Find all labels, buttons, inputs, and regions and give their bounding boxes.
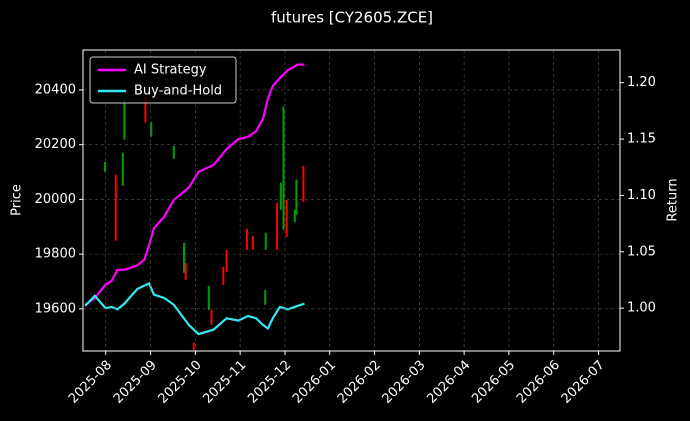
candle-body <box>192 342 195 350</box>
candle-body <box>282 106 285 230</box>
candle-body <box>114 174 117 241</box>
y2-tick-label: 1.00 <box>627 301 656 316</box>
line-series <box>84 63 305 306</box>
plot-frame <box>82 49 621 352</box>
y2-axis-label: Return <box>666 178 681 221</box>
candle-body <box>207 285 210 310</box>
y2-tick-label: 1.10 <box>627 188 656 203</box>
y-tick-label: 20000 <box>35 192 76 207</box>
candle-body <box>293 209 296 222</box>
legend-box <box>89 56 237 104</box>
y-tick-label: 19600 <box>35 301 76 316</box>
candle-body <box>279 182 282 210</box>
y-axis-label: Price <box>10 184 25 216</box>
y-tick-label: 20400 <box>35 82 76 97</box>
y2-tick-label: 1.15 <box>627 132 656 147</box>
candle-body <box>276 202 279 250</box>
y-tick-label: 19800 <box>35 247 76 262</box>
candle-body <box>222 266 225 285</box>
candle-body <box>121 152 124 186</box>
candle-body <box>210 309 213 325</box>
candle-body <box>123 99 126 140</box>
legend-label: AI Strategy <box>134 63 207 78</box>
plot-area <box>84 63 305 350</box>
candle-body <box>150 121 153 137</box>
line-series <box>84 281 305 336</box>
candle-body <box>302 165 305 202</box>
chart-title: futures [CY2605.ZCE] <box>271 9 433 27</box>
candle-body <box>295 179 298 215</box>
candle-body <box>183 242 186 273</box>
candle-body <box>104 161 107 172</box>
legend-label: Buy-and-Hold <box>134 84 222 99</box>
candle-body <box>144 96 147 123</box>
candle-body <box>264 289 267 305</box>
candle-body <box>225 249 228 272</box>
candle-body <box>264 232 267 250</box>
candle-body <box>245 228 248 250</box>
y2-tick-label: 1.20 <box>627 75 656 90</box>
y2-tick-label: 1.05 <box>627 244 656 259</box>
candle-body <box>285 199 288 237</box>
candle-body <box>172 145 175 159</box>
candle-body <box>251 235 254 250</box>
candle-body <box>184 262 187 280</box>
y-tick-label: 20200 <box>35 137 76 152</box>
